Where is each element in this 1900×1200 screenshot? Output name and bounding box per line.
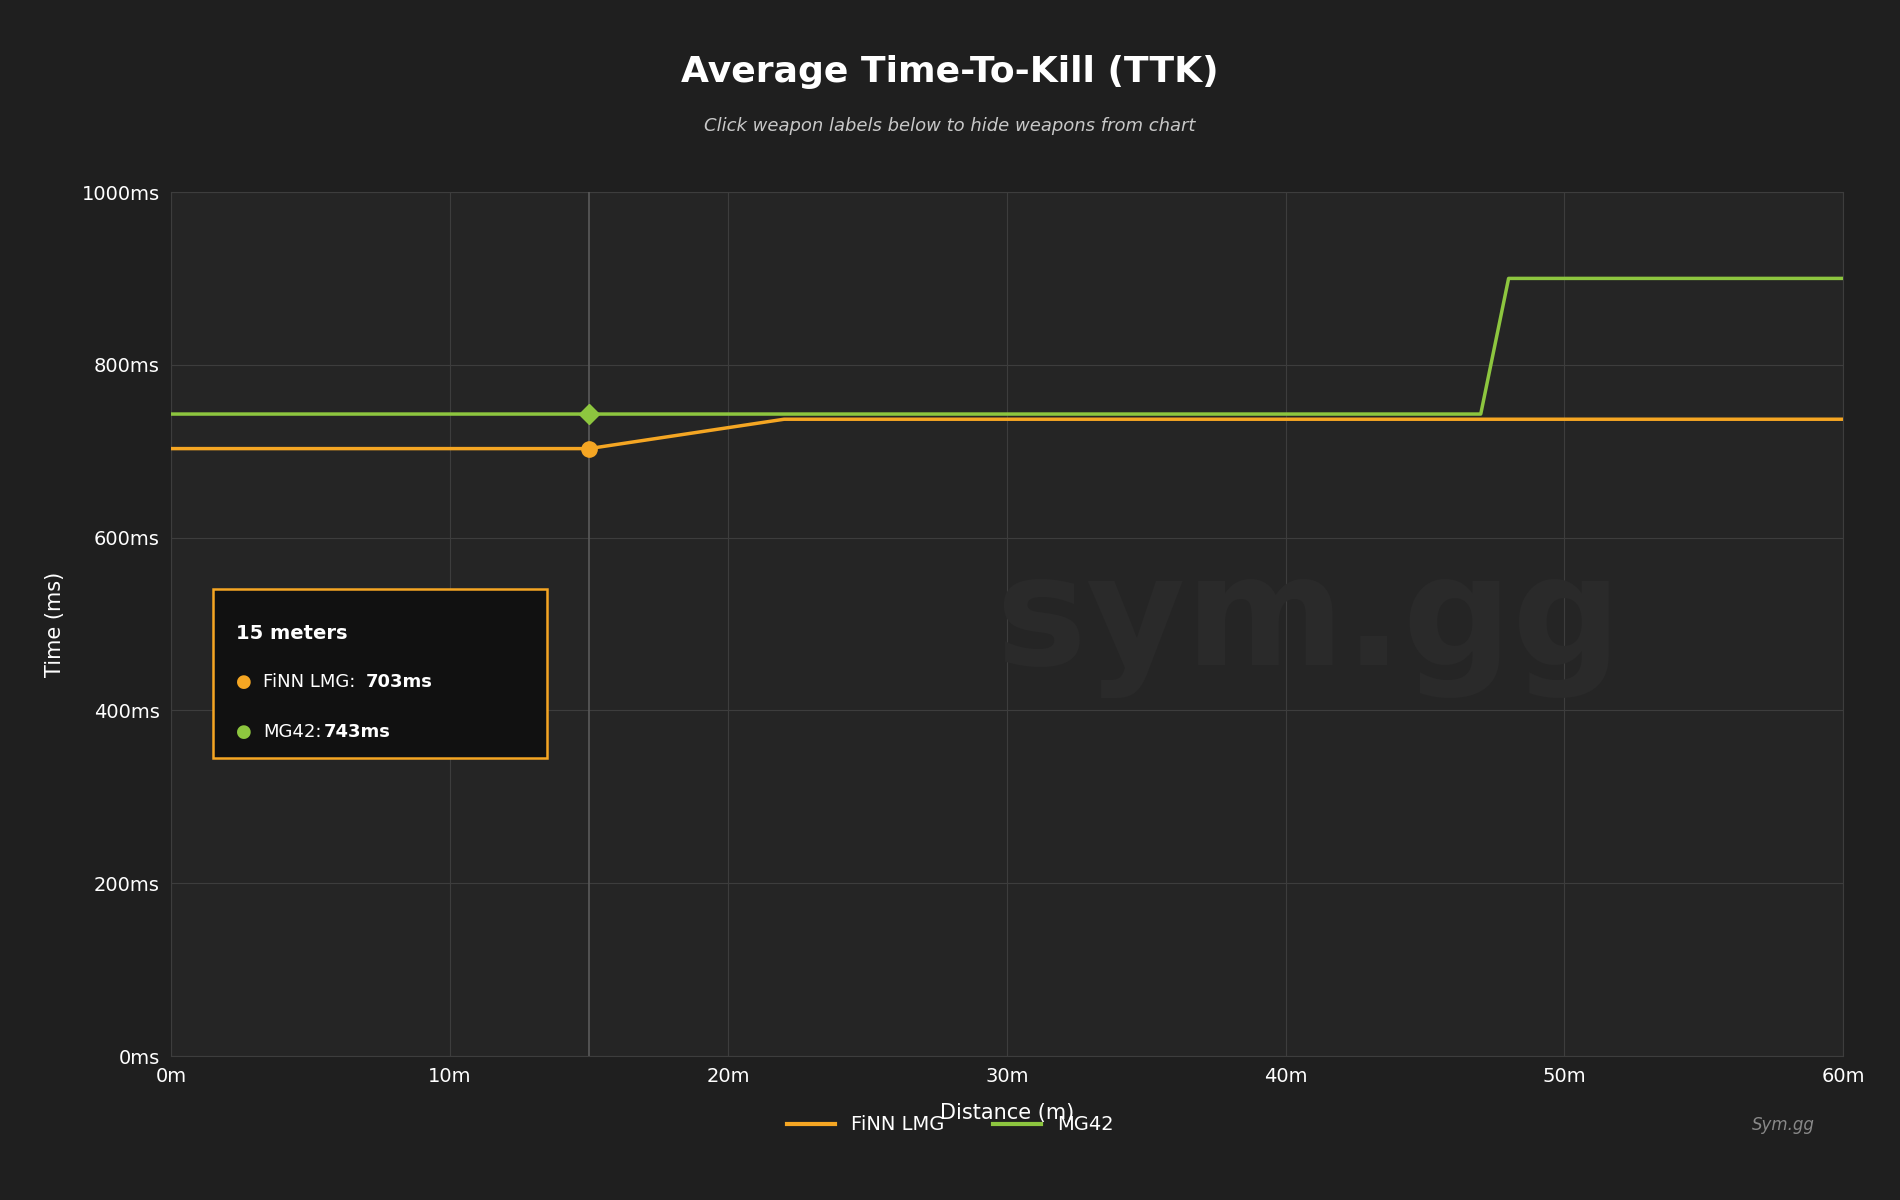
- X-axis label: Distance (m): Distance (m): [940, 1103, 1074, 1123]
- Y-axis label: Time (ms): Time (ms): [46, 571, 65, 677]
- Text: ●: ●: [236, 722, 253, 740]
- Text: sym.gg: sym.gg: [996, 550, 1621, 698]
- Text: Click weapon labels below to hide weapons from chart: Click weapon labels below to hide weapon…: [705, 116, 1195, 134]
- Text: MG42:: MG42:: [262, 722, 321, 740]
- Text: Sym.gg: Sym.gg: [1752, 1116, 1814, 1134]
- Text: 703ms: 703ms: [365, 673, 433, 691]
- Text: Average Time-To-Kill (TTK): Average Time-To-Kill (TTK): [682, 55, 1218, 89]
- Legend: FiNN LMG, MG42: FiNN LMG, MG42: [779, 1108, 1121, 1142]
- Text: 743ms: 743ms: [323, 722, 391, 740]
- Text: 15 meters: 15 meters: [236, 624, 348, 643]
- Text: FiNN LMG:: FiNN LMG:: [262, 673, 355, 691]
- Text: ●: ●: [236, 673, 253, 691]
